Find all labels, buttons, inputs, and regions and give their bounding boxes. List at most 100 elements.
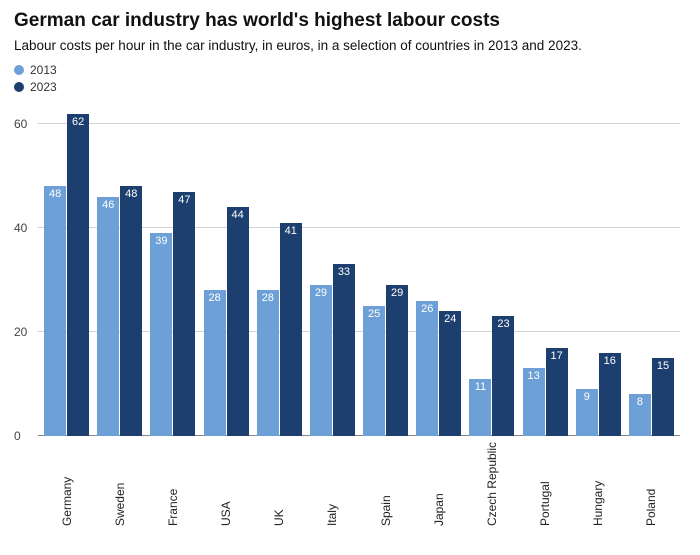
bar: 48	[44, 186, 66, 436]
x-tick: Japan	[412, 436, 465, 526]
chart-subtitle: Labour costs per hour in the car industr…	[14, 38, 686, 53]
x-tick-label: France	[166, 442, 180, 526]
bar-value-label: 13	[528, 370, 540, 382]
x-tick: Germany	[40, 436, 93, 526]
chart-title: German car industry has world's highest …	[14, 10, 686, 32]
bar: 13	[523, 368, 545, 436]
bar-group: 28 41	[253, 98, 306, 436]
bar: 16	[599, 353, 621, 436]
legend-label-2013: 2013	[30, 63, 57, 77]
x-tick-label: Poland	[644, 442, 658, 526]
bar-group: 29 33	[306, 98, 359, 436]
bar-value-label: 29	[315, 287, 327, 299]
bar-group: 39 47	[146, 98, 199, 436]
bar-value-label: 29	[391, 287, 403, 299]
bar: 44	[227, 207, 249, 436]
bars-plot: 48 62 46 48 39 47 28 44 28 41 29 33 25 29 26 24 11 23 13 17…	[38, 98, 680, 436]
bar-group: 13 17	[519, 98, 572, 436]
bar: 29	[386, 285, 408, 436]
x-tick: France	[146, 436, 199, 526]
bar-value-label: 15	[657, 360, 669, 372]
x-tick: UK	[253, 436, 306, 526]
bar-group: 11 23	[465, 98, 518, 436]
y-tick-label: 20	[14, 325, 27, 339]
bar-value-label: 8	[637, 396, 643, 408]
bar-value-label: 44	[231, 209, 243, 221]
bar-group: 9 16	[572, 98, 625, 436]
x-tick-label: UK	[272, 442, 286, 526]
bar: 23	[492, 316, 514, 436]
x-tick-label: USA	[219, 442, 233, 526]
x-tick-label: Portugal	[538, 442, 552, 526]
bar-value-label: 17	[551, 350, 563, 362]
x-tick: Poland	[625, 436, 678, 526]
bar: 24	[439, 311, 461, 436]
bar-value-label: 33	[338, 266, 350, 278]
x-tick-label: Germany	[60, 442, 74, 526]
bar-group: 8 15	[625, 98, 678, 436]
bar: 39	[150, 233, 172, 436]
bar: 47	[173, 192, 195, 436]
legend-swatch-2013	[14, 65, 24, 75]
bar-value-label: 26	[421, 303, 433, 315]
legend: 2013 2023	[14, 63, 686, 94]
legend-item-2013: 2013	[14, 63, 686, 77]
bar-value-label: 47	[178, 194, 190, 206]
bar-value-label: 48	[125, 188, 137, 200]
bar-value-label: 41	[285, 225, 297, 237]
y-tick-label: 60	[14, 117, 27, 131]
x-tick-label: Sweden	[113, 442, 127, 526]
y-tick-label: 0	[14, 429, 21, 443]
bar-value-label: 28	[208, 292, 220, 304]
bar-value-label: 25	[368, 308, 380, 320]
bar: 28	[204, 290, 226, 436]
bar: 8	[629, 394, 651, 436]
bar: 17	[546, 348, 568, 436]
x-tick: Italy	[306, 436, 359, 526]
bar: 15	[652, 358, 674, 436]
plot-area: 0204060 48624648394728442841293325292624…	[38, 98, 680, 436]
bar-value-label: 48	[49, 188, 61, 200]
bar-group: 46 48	[93, 98, 146, 436]
bar-value-label: 39	[155, 235, 167, 247]
bar: 11	[469, 379, 491, 436]
y-tick-label: 40	[14, 221, 27, 235]
bar: 48	[120, 186, 142, 436]
bar-value-label: 9	[584, 391, 590, 403]
bar-value-label: 46	[102, 199, 114, 211]
bar-value-label: 16	[604, 355, 616, 367]
x-tick-label: Czech Republic	[485, 442, 499, 526]
bar-value-label: 24	[444, 313, 456, 325]
bar: 41	[280, 223, 302, 436]
bar: 46	[97, 197, 119, 436]
x-tick-label: Spain	[379, 442, 393, 526]
x-tick: Hungary	[572, 436, 625, 526]
bar: 62	[67, 114, 89, 436]
bar-group: 48 62	[40, 98, 93, 436]
x-axis: Germany Sweden France USA UK Italy Spain Japan C…	[38, 436, 680, 526]
x-tick: Czech Republic	[465, 436, 518, 526]
legend-label-2023: 2023	[30, 80, 57, 94]
bar: 29	[310, 285, 332, 436]
x-tick: USA	[200, 436, 253, 526]
bar: 25	[363, 306, 385, 436]
x-tick: Sweden	[93, 436, 146, 526]
bar-value-label: 28	[262, 292, 274, 304]
legend-item-2023: 2023	[14, 80, 686, 94]
bar-value-label: 11	[475, 381, 486, 393]
x-tick-label: Japan	[432, 442, 446, 526]
bar: 9	[576, 389, 598, 436]
legend-swatch-2023	[14, 82, 24, 92]
bar: 26	[416, 301, 438, 436]
x-tick-label: Italy	[325, 442, 339, 526]
bar: 33	[333, 264, 355, 436]
chart-container: German car industry has world's highest …	[0, 0, 700, 534]
bar-value-label: 23	[497, 318, 509, 330]
bar-group: 26 24	[412, 98, 465, 436]
bar: 28	[257, 290, 279, 436]
bar-value-label: 62	[72, 116, 84, 128]
bar-group: 25 29	[359, 98, 412, 436]
x-tick-label: Hungary	[591, 442, 605, 526]
x-tick: Spain	[359, 436, 412, 526]
x-tick: Portugal	[519, 436, 572, 526]
